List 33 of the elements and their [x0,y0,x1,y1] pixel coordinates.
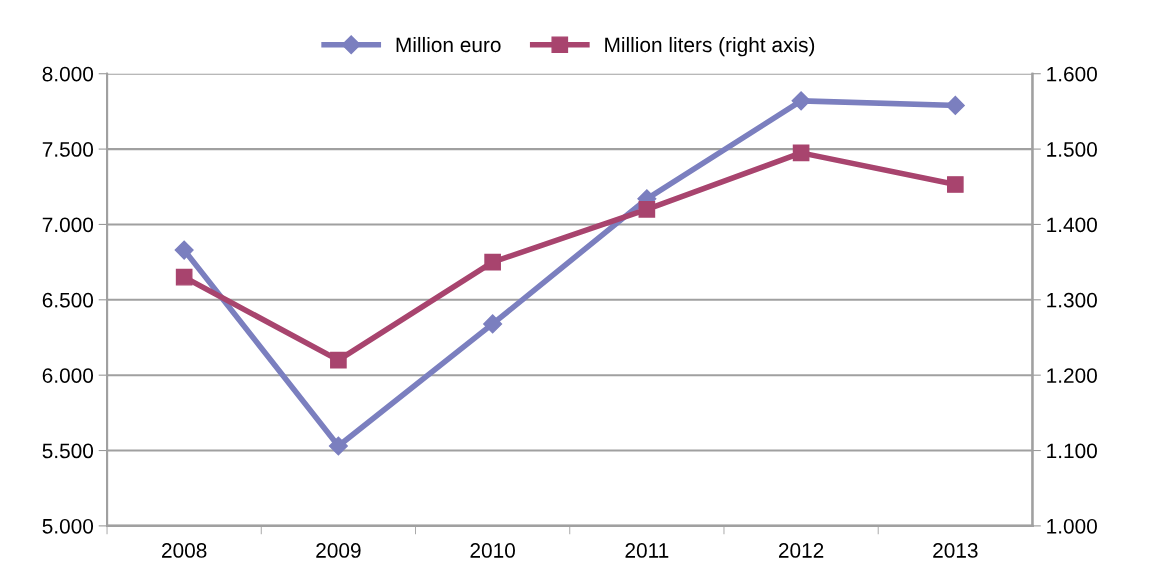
point [174,240,194,260]
x-tick-label: 2008 [162,543,207,558]
point [328,436,348,456]
y-tick-label: 8.000 [42,66,94,82]
point [484,253,501,271]
y2-tick-label: 1.000 [1047,518,1097,534]
y-tick-label: 6.000 [42,368,94,383]
legend-label: Million euro [396,36,501,53]
point [638,201,656,218]
y2-tick-label: 1.600 [1047,66,1097,82]
point [946,176,964,193]
point [792,144,810,162]
y-tick-label: 7.500 [42,142,94,157]
point [175,268,193,286]
y-tick-label: 6.500 [42,292,94,308]
y-tick-label: 7.000 [42,217,94,233]
y2-tick-label: 1.100 [1047,443,1097,459]
y-tick-label: 5.500 [42,443,94,459]
x-tick-label: 2009 [316,543,361,558]
point [330,351,347,369]
y2-tick-label: 1.400 [1047,217,1097,233]
x-tick-label: 2013 [933,543,978,558]
point [945,95,965,115]
legend-label: Million liters (right axis) [605,36,815,57]
y2-tick-label: 1.200 [1047,368,1097,383]
y-tick-label: 5.000 [42,518,94,534]
x-tick-label: 2010 [470,543,515,558]
point [791,91,811,111]
point [483,314,503,334]
y2-tick-label: 1.300 [1047,292,1097,308]
y2-tick-label: 1.500 [1047,142,1097,157]
x-tick-label: 2012 [778,543,824,558]
x-tick-label: 2011 [625,543,669,558]
